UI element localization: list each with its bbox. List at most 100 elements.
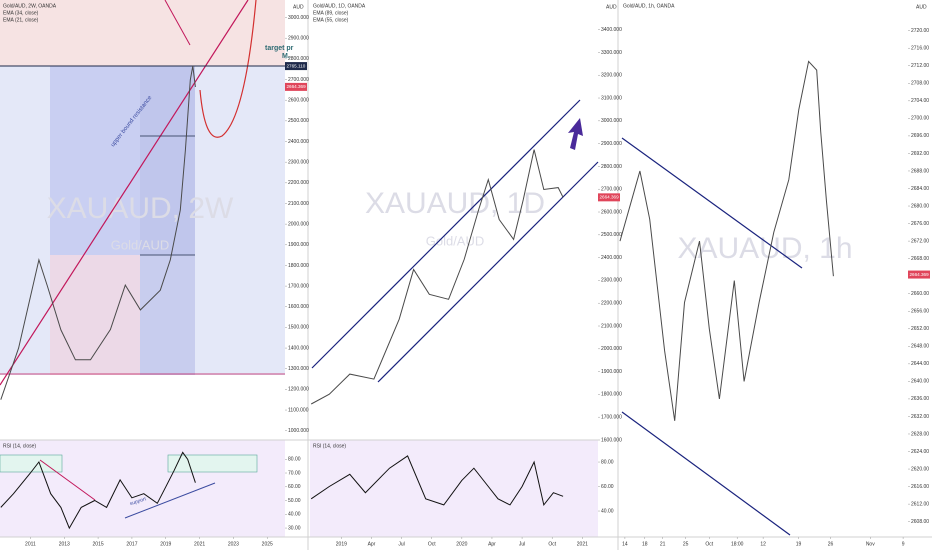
x-tick-label: Oct: [705, 541, 713, 547]
price-line: [0, 66, 196, 400]
y-tick-label: 2704.00: [911, 98, 929, 104]
rsi-bg: [310, 440, 598, 537]
y-tick-label: 40.00: [288, 512, 301, 518]
y-tick-label: 1700.000: [288, 283, 309, 289]
y-tick-label: 2800.000: [601, 164, 622, 170]
y-tick-label: 2800.000: [288, 56, 309, 62]
x-tick-label: 25: [683, 541, 689, 547]
x-tick-label: 2017: [126, 541, 137, 547]
x-tick-label: Apr: [488, 541, 496, 547]
x-tick-label: Nov: [866, 541, 875, 547]
y-tick-label: 2628.00: [911, 431, 929, 437]
price-tag-label: 2664.369: [600, 195, 620, 200]
annotation: M.: [282, 53, 290, 60]
y-tick-label: 2688.00: [911, 168, 929, 174]
y-tick-label: 1800.000: [288, 263, 309, 269]
x-tick-label: 21: [660, 541, 666, 547]
x-tick-label: 26: [828, 541, 834, 547]
y-tick-label: 2700.000: [288, 77, 309, 83]
y-tick-label: 60.00: [601, 484, 614, 490]
legend-entry: EMA (89, close): [313, 10, 349, 16]
watermark: XAUAUD, 1h: [677, 232, 852, 265]
legend-entry: RSI (14, close): [3, 443, 36, 449]
x-tick-label: 2011: [25, 541, 36, 547]
legend-entry: Gold/AUD, 2W, OANDA: [3, 3, 57, 9]
annotation: support: [129, 496, 147, 507]
price-line: [310, 455, 564, 507]
x-tick-label: 2021: [194, 541, 205, 547]
legend-entry: RSI (14, close): [313, 443, 346, 449]
trend-line: [164, 0, 191, 46]
y-tick-label: 2000.000: [288, 221, 309, 227]
y-tick-label: 1300.000: [288, 366, 309, 372]
price-line: [310, 149, 564, 405]
y-tick-label: 2672.00: [911, 238, 929, 244]
y-tick-label: 2700.000: [601, 187, 622, 193]
price-line: [619, 60, 834, 421]
y-tick-label: 2100.000: [601, 323, 622, 329]
y-tick-label: 30.00: [288, 525, 301, 531]
y-tick-label: 2900.000: [288, 36, 309, 42]
y-tick-label: 2620.00: [911, 466, 929, 472]
y-tick-label: 2680.00: [911, 203, 929, 209]
price-tag: [285, 62, 307, 71]
y-tick-label: 60.00: [288, 484, 301, 490]
legend-entry: EMA (34, close): [3, 10, 39, 16]
y-tick-label: 40.00: [601, 508, 614, 514]
projection-curve: [199, 0, 257, 138]
rsi-bg: [0, 440, 285, 537]
legend-entry: Gold/AUD, 1h, OANDA: [623, 3, 675, 9]
price-tag: [908, 270, 930, 279]
y-tick-label: 1100.000: [288, 407, 309, 413]
y-tick-label: 2400.000: [288, 139, 309, 145]
price-line: [0, 451, 196, 530]
x-tick-label: Oct: [428, 541, 436, 547]
y-tick-label: 3400.000: [601, 27, 622, 33]
y-tick-label: 2644.00: [911, 361, 929, 367]
y-tick-label: 2656.00: [911, 309, 929, 315]
price-tag-label: 2765.110: [287, 63, 306, 68]
arrow: [568, 118, 583, 150]
y-tick-label: 1900.000: [288, 242, 309, 248]
y-tick-label: 2636.00: [911, 396, 929, 402]
watermark: XAUAUD, 1D: [365, 187, 545, 220]
x-tick-label: 2015: [93, 541, 104, 547]
y-tick-label: 2612.00: [911, 501, 929, 507]
y-tick-label: 2608.00: [911, 519, 929, 525]
y-tick-label: 2640.00: [911, 379, 929, 385]
y-tick-label: 2684.00: [911, 186, 929, 192]
y-tick-label: 3100.000: [601, 95, 622, 101]
y-tick-label: 1900.000: [601, 369, 622, 375]
legend-entry: Gold/AUD, 1D, OANDA: [313, 3, 366, 9]
y-tick-label: 2676.00: [911, 221, 929, 227]
x-tick-label: 9: [902, 541, 905, 547]
resistance-line: [0, 0, 249, 386]
x-tick-label: Oct: [548, 541, 556, 547]
legend-entry: EMA (21, close): [3, 17, 39, 23]
y-tick-label: 80.00: [288, 457, 301, 463]
y-tick-label: 2300.000: [601, 278, 622, 284]
y-tick-label: 2400.000: [601, 255, 622, 261]
y-tick-label: 1200.000: [288, 387, 309, 393]
x-tick-label: Jul: [398, 541, 404, 547]
y-tick-label: 3200.000: [601, 73, 622, 79]
y-tick-label: 2712.00: [911, 63, 929, 69]
y-tick-label: 3300.000: [601, 50, 622, 56]
y-tick-label: 50.00: [288, 498, 301, 504]
y-tick-label: 2720.00: [911, 28, 929, 34]
box-lower: [50, 255, 140, 375]
price-tag-label: 2664.369: [287, 84, 307, 89]
x-tick-label: 19: [796, 541, 802, 547]
y-tick-label: 2716.00: [911, 46, 929, 52]
rsi-support: [124, 482, 216, 519]
watermark: XAUAUD, 2W: [47, 192, 234, 225]
y-tick-label: 2900.000: [601, 141, 622, 147]
y-tick-label: 2616.00: [911, 484, 929, 490]
x-tick-label: 14: [622, 541, 628, 547]
y-tick-label: 2668.00: [911, 256, 929, 262]
zone-above: [0, 0, 285, 66]
y-tick-label: 2708.00: [911, 81, 929, 87]
x-tick-label: Jul: [519, 541, 525, 547]
rsi-box: [167, 454, 258, 473]
